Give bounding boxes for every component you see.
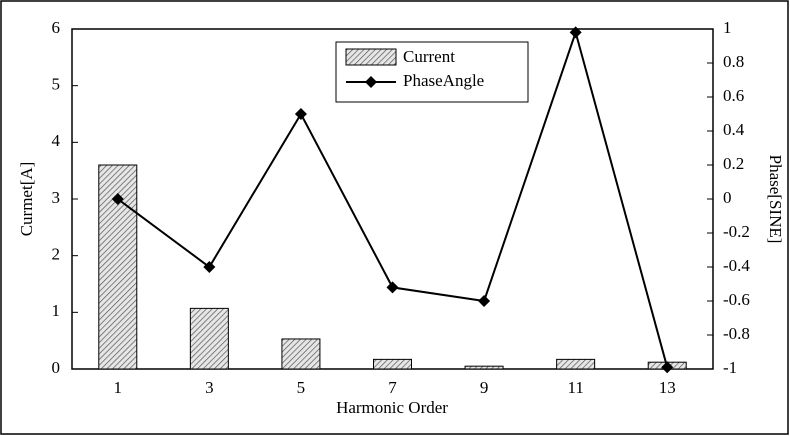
y-axis-label: Curmet[A] [17,162,36,237]
y2-tick-label: -0.6 [723,290,750,309]
x-tick-label: 13 [659,378,676,397]
y2-tick-label: -1 [723,358,737,377]
legend-label: Current [403,47,455,66]
bar [464,365,504,370]
bar [189,307,229,370]
legend-swatch [345,48,397,66]
y-tick-label: 4 [52,131,61,150]
marker [294,108,307,120]
y-tick-label: 1 [52,301,61,320]
y-tick-label: 5 [52,75,61,94]
marker [661,361,674,374]
y-tick-label: 2 [52,245,61,264]
x-tick-label: 1 [114,378,123,397]
legend-label: PhaseAngle [403,71,484,90]
legend-marker [365,76,377,88]
bar [556,358,596,370]
bar [281,338,321,370]
y2-tick-label: 0.2 [723,154,744,173]
x-tick-label: 5 [297,378,306,397]
x-tick-label: 3 [205,378,214,397]
y-tick-label: 6 [52,18,61,37]
y-tick-label: 3 [52,188,61,207]
marker [569,26,582,39]
y2-tick-label: -0.4 [723,256,750,275]
marker [111,193,124,205]
x-axis-label: Harmonic Order [336,398,448,417]
y2-tick-label: -0.2 [723,222,750,241]
y2-tick-label: 1 [723,18,732,37]
marker [203,261,216,273]
y2-tick-label: 0.4 [723,120,745,139]
y2-axis-label: Phase[SINE] [766,155,785,244]
bar [373,358,412,370]
y2-tick-label: 0 [723,188,732,207]
y2-tick-label: -0.8 [723,324,750,343]
y2-tick-label: 0.8 [723,52,744,71]
marker [478,295,491,307]
marker [386,281,399,294]
x-tick-label: 11 [567,378,583,397]
y-tick-label: 0 [52,358,61,377]
x-tick-label: 9 [480,378,489,397]
x-tick-label: 7 [388,378,397,397]
y2-tick-label: 0.6 [723,86,744,105]
